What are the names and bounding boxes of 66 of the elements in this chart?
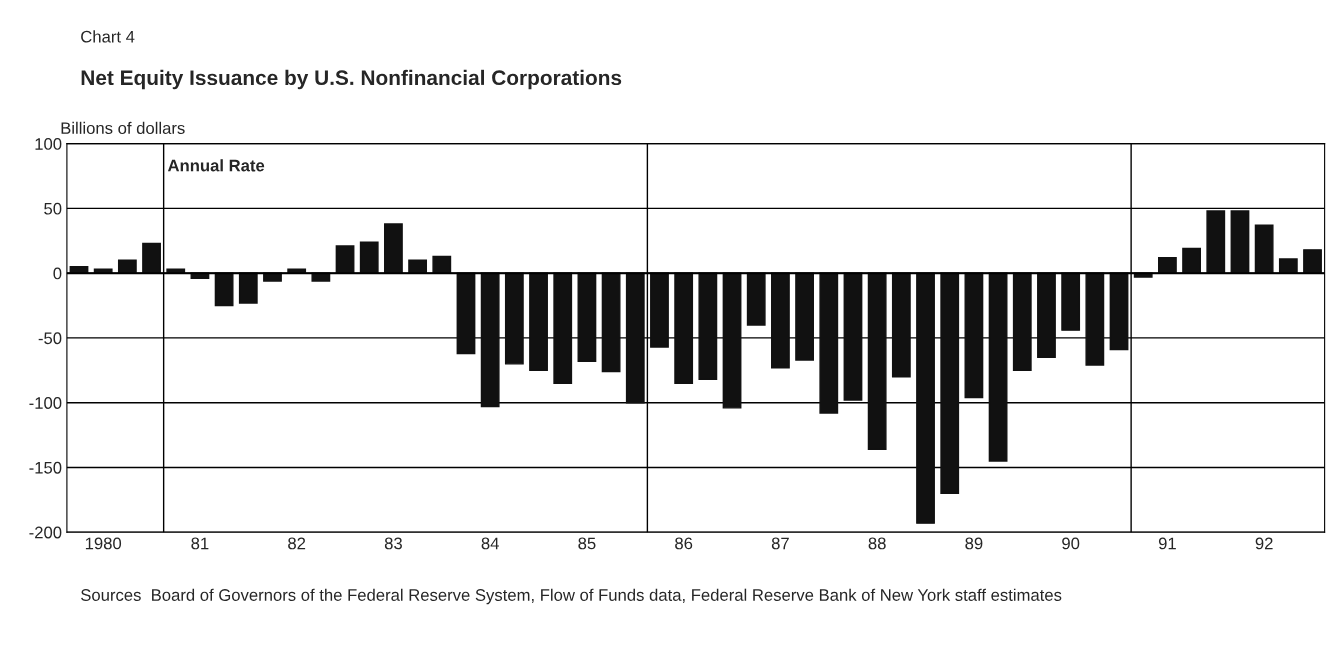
bar <box>553 272 573 384</box>
annotation: Annual Rate <box>167 159 265 172</box>
bar <box>625 272 645 404</box>
bar <box>384 223 403 274</box>
x-tick-label: 86 <box>675 537 693 550</box>
x-tick-label: 83 <box>384 537 402 550</box>
bar <box>819 272 839 414</box>
bar <box>335 245 355 274</box>
bar <box>650 272 669 348</box>
y-tick-label: -200 <box>29 526 62 539</box>
x-tick-label: 82 <box>288 537 306 550</box>
bar <box>698 272 718 381</box>
bar <box>795 272 815 361</box>
bar <box>577 272 597 362</box>
bar <box>746 272 766 326</box>
bar <box>1012 272 1032 372</box>
y-tick-label: 50 <box>44 202 62 215</box>
bar <box>1061 272 1081 331</box>
bar <box>1158 256 1177 274</box>
bar <box>940 272 960 495</box>
y-tick-label: 0 <box>53 267 62 280</box>
x-tick-label: 89 <box>965 537 983 550</box>
bar <box>771 272 790 369</box>
bar <box>142 242 161 274</box>
x-tick-label: 85 <box>578 537 596 550</box>
y-tick-label: 100 <box>35 138 62 150</box>
bar <box>843 272 863 401</box>
bar <box>1278 258 1298 274</box>
bar <box>504 272 524 365</box>
x-tick-label: 87 <box>771 537 789 550</box>
bar <box>1037 272 1056 359</box>
bar <box>1303 249 1322 274</box>
bar <box>480 272 500 408</box>
bar <box>988 272 1008 462</box>
bar <box>238 272 258 304</box>
x-tick-label: 92 <box>1255 537 1273 550</box>
bar <box>1206 210 1226 274</box>
chart-title: Net Equity Issuance by U.S. Nonfinancial Corporations <box>81 69 622 90</box>
bar <box>601 272 621 373</box>
y-tick-label: -100 <box>29 397 62 409</box>
bar <box>867 272 887 451</box>
x-tick-label: 90 <box>1062 537 1080 550</box>
bar <box>1230 210 1250 274</box>
bar <box>214 272 234 307</box>
x-tick-label: 88 <box>868 537 886 550</box>
bar <box>1254 224 1274 274</box>
x-tick-label: 84 <box>481 537 499 550</box>
y-tick-label: -50 <box>38 332 62 345</box>
bar <box>674 272 694 384</box>
bar <box>359 241 379 274</box>
source-note: Sources Board of Governors of the Federal Reserve System, Flow of Funds data, Federal Reserve Bank of New York staff estimates <box>81 588 1062 605</box>
bar <box>964 272 984 399</box>
bar <box>916 272 935 524</box>
bar <box>529 272 548 372</box>
x-tick-label: 91 <box>1158 537 1176 550</box>
x-tick-label: 1980 <box>85 537 122 550</box>
bar <box>1109 272 1129 351</box>
bar <box>456 272 476 355</box>
y-tick-label: -150 <box>29 461 62 474</box>
bar <box>1085 272 1105 366</box>
x-tick-label: 81 <box>191 537 209 550</box>
caption: Chart 4 <box>81 30 135 43</box>
bar <box>891 272 911 378</box>
y-axis-title: Billions of dollars <box>61 121 185 135</box>
bar <box>1182 247 1201 274</box>
bar <box>722 272 742 409</box>
